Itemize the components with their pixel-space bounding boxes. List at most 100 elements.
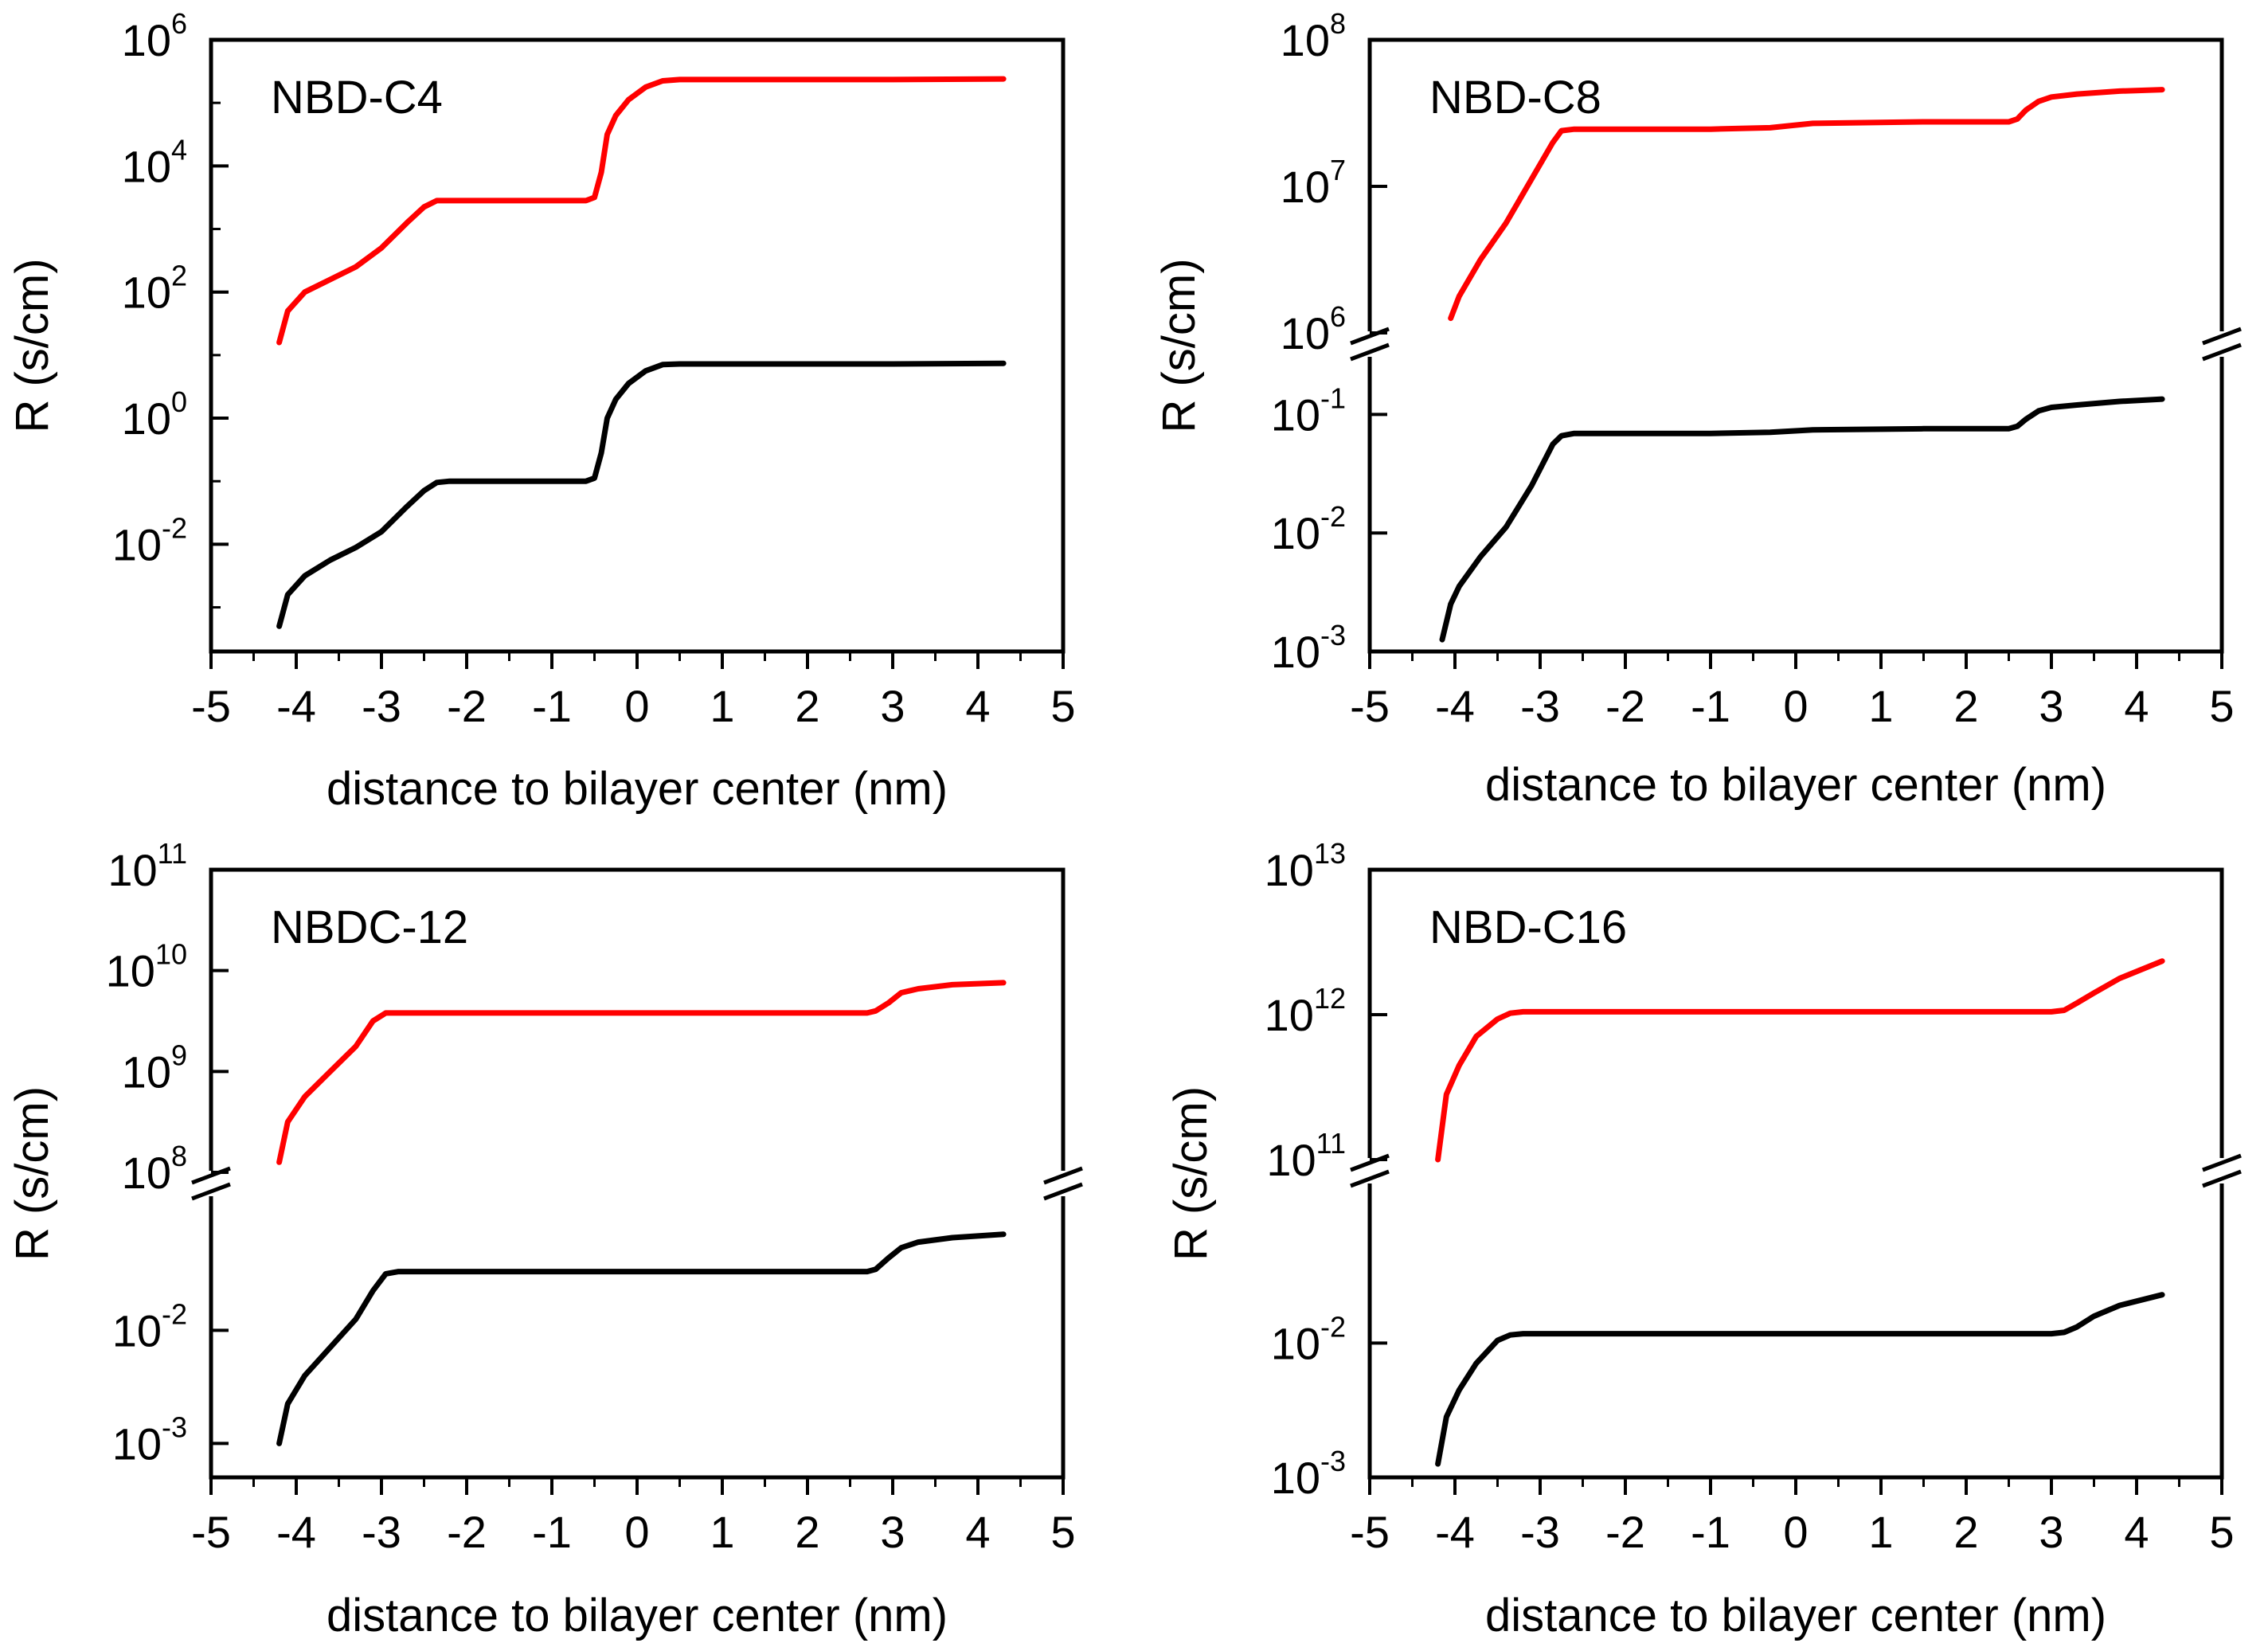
y-tick-base: 10 (112, 519, 162, 569)
y-tick-base: 10 (122, 1148, 171, 1198)
plot-frame (1367, 867, 2224, 1480)
x-tick-label: 3 (880, 681, 905, 731)
axis-break-mark-right-1 (1043, 1166, 1083, 1185)
series-line-black (1439, 396, 2165, 643)
y-tick-exponent: -2 (162, 511, 187, 544)
x-tick-label: 4 (965, 1507, 990, 1557)
y-tick-exponent: 9 (171, 1039, 187, 1071)
x-tick-label: 2 (1953, 1507, 1978, 1557)
x-tick-label: 2 (795, 1507, 819, 1557)
y-tick-base: 10 (122, 1047, 171, 1097)
axis-break-mark-right-1 (2202, 327, 2242, 346)
series-line-red (276, 980, 1007, 1165)
y-tick-base: 10 (112, 1418, 162, 1469)
x-tick-label: -1 (532, 681, 572, 731)
x-tick-label: -5 (1350, 1507, 1390, 1557)
y-tick-exponent: 11 (1316, 1127, 1346, 1160)
y-tick-base: 10 (122, 141, 171, 191)
y-axis-title: R (s/cm) (1165, 1086, 1217, 1261)
y-tick-base: 10 (1271, 1318, 1320, 1368)
y-tick-exponent: 8 (1330, 7, 1346, 40)
x-tick-label: 1 (710, 1507, 734, 1557)
x-tick-label: 5 (2209, 1507, 2234, 1557)
y-tick-exponent: -2 (162, 1297, 187, 1330)
x-tick-label: -1 (532, 1507, 572, 1557)
x-tick-label: -3 (1520, 681, 1560, 731)
x-tick-label: 5 (2209, 681, 2234, 731)
x-tick-label: 3 (2039, 681, 2063, 731)
y-tick-exponent: 12 (1314, 982, 1346, 1015)
y-axis-title: R (s/cm) (6, 258, 58, 432)
y-tick-label: 1013 (1265, 837, 1346, 895)
x-axis-title: distance to bilayer center (nm) (1485, 759, 2106, 811)
panel-title: NBDC-12 (271, 902, 468, 953)
x-tick-label: 0 (1783, 681, 1808, 731)
x-tick-label: -5 (191, 681, 231, 731)
x-tick-label: -4 (276, 681, 316, 731)
axis-break-mark-right-2 (2202, 342, 2242, 362)
x-tick-label: 5 (1050, 1507, 1075, 1557)
y-tick-label: 10-2 (112, 1297, 187, 1356)
panel-nbd-c8: -5 -4 -3 -2 -1 0 1 2 3 4 510810710610-110-210-3NBD… (1153, 7, 2242, 811)
panel-nbd-c4: -5 -4 -3 -2 -1 0 1 2 3 4 510610410210010-2NBD-C4di… (6, 7, 1076, 815)
x-tick-label: 0 (624, 1507, 649, 1557)
x-tick-label: 0 (1783, 1507, 1808, 1557)
axis-break-mark-right-1 (2202, 1153, 2242, 1172)
x-axis-title: distance to bilayer center (nm) (1485, 1590, 2106, 1641)
y-tick-base: 10 (1266, 1135, 1316, 1185)
plot-frame (209, 37, 1066, 654)
series-line-red (1448, 87, 2165, 322)
y-tick-label: 106 (1281, 300, 1346, 358)
x-tick-label: 1 (710, 681, 734, 731)
series-line-black (1435, 1292, 2165, 1467)
x-tick-label: -2 (1605, 1507, 1645, 1557)
y-axis-title: R (s/cm) (1153, 258, 1205, 432)
panel-title: NBD-C4 (271, 72, 443, 123)
y-tick-exponent: -1 (1320, 381, 1346, 414)
y-tick-label: 1011 (108, 837, 187, 895)
x-tick-label: -4 (276, 1507, 316, 1557)
x-tick-label: 0 (624, 681, 649, 731)
y-tick-exponent: -2 (1320, 1310, 1346, 1343)
x-axis-title: distance to bilayer center (nm) (327, 1590, 948, 1641)
y-tick-label: 1012 (1265, 982, 1346, 1040)
x-tick-label: 2 (795, 681, 819, 731)
y-tick-label: 10-2 (1271, 1310, 1346, 1368)
x-tick-label: -3 (1520, 1507, 1560, 1557)
y-tick-label: 108 (122, 1140, 187, 1198)
panel-title: NBD-C8 (1429, 72, 1601, 123)
axis-break-mark-left-2 (1350, 342, 1390, 362)
axis-break-mark-right-2 (1043, 1182, 1083, 1201)
x-tick-label: -3 (362, 681, 401, 731)
y-tick-exponent: -3 (1320, 1445, 1346, 1477)
y-tick-exponent: 11 (158, 837, 187, 870)
x-tick-label: 2 (1953, 681, 1978, 731)
y-tick-label: 106 (122, 7, 187, 65)
x-tick-label: -4 (1435, 681, 1475, 731)
x-tick-label: -2 (447, 681, 487, 731)
y-axis-title: R (s/cm) (6, 1086, 58, 1261)
series-line-red (1435, 958, 2165, 1163)
y-tick-base: 10 (1281, 15, 1330, 65)
y-tick-label: 10-3 (1271, 1445, 1346, 1503)
y-tick-label: 107 (1281, 154, 1346, 212)
x-tick-label: 4 (965, 681, 990, 731)
y-tick-exponent: -3 (162, 1410, 187, 1443)
y-tick-exponent: 4 (171, 133, 187, 166)
x-tick-label: 1 (1868, 681, 1893, 731)
y-tick-exponent: 7 (1330, 154, 1346, 186)
y-tick-base: 10 (1265, 845, 1314, 895)
y-tick-base: 10 (1271, 508, 1320, 558)
x-tick-label: -5 (191, 1507, 231, 1557)
axis-break-mark-left-2 (1350, 1169, 1390, 1188)
y-tick-label: 104 (122, 133, 187, 191)
x-tick-label: 1 (1868, 1507, 1893, 1557)
y-tick-base: 10 (1281, 308, 1330, 358)
y-tick-exponent: 13 (1314, 837, 1346, 870)
x-tick-label: -1 (1691, 681, 1730, 731)
y-tick-base: 10 (108, 845, 157, 895)
y-tick-label: 1010 (106, 938, 187, 996)
x-tick-label: -4 (1435, 1507, 1475, 1557)
x-tick-label: -3 (362, 1507, 401, 1557)
